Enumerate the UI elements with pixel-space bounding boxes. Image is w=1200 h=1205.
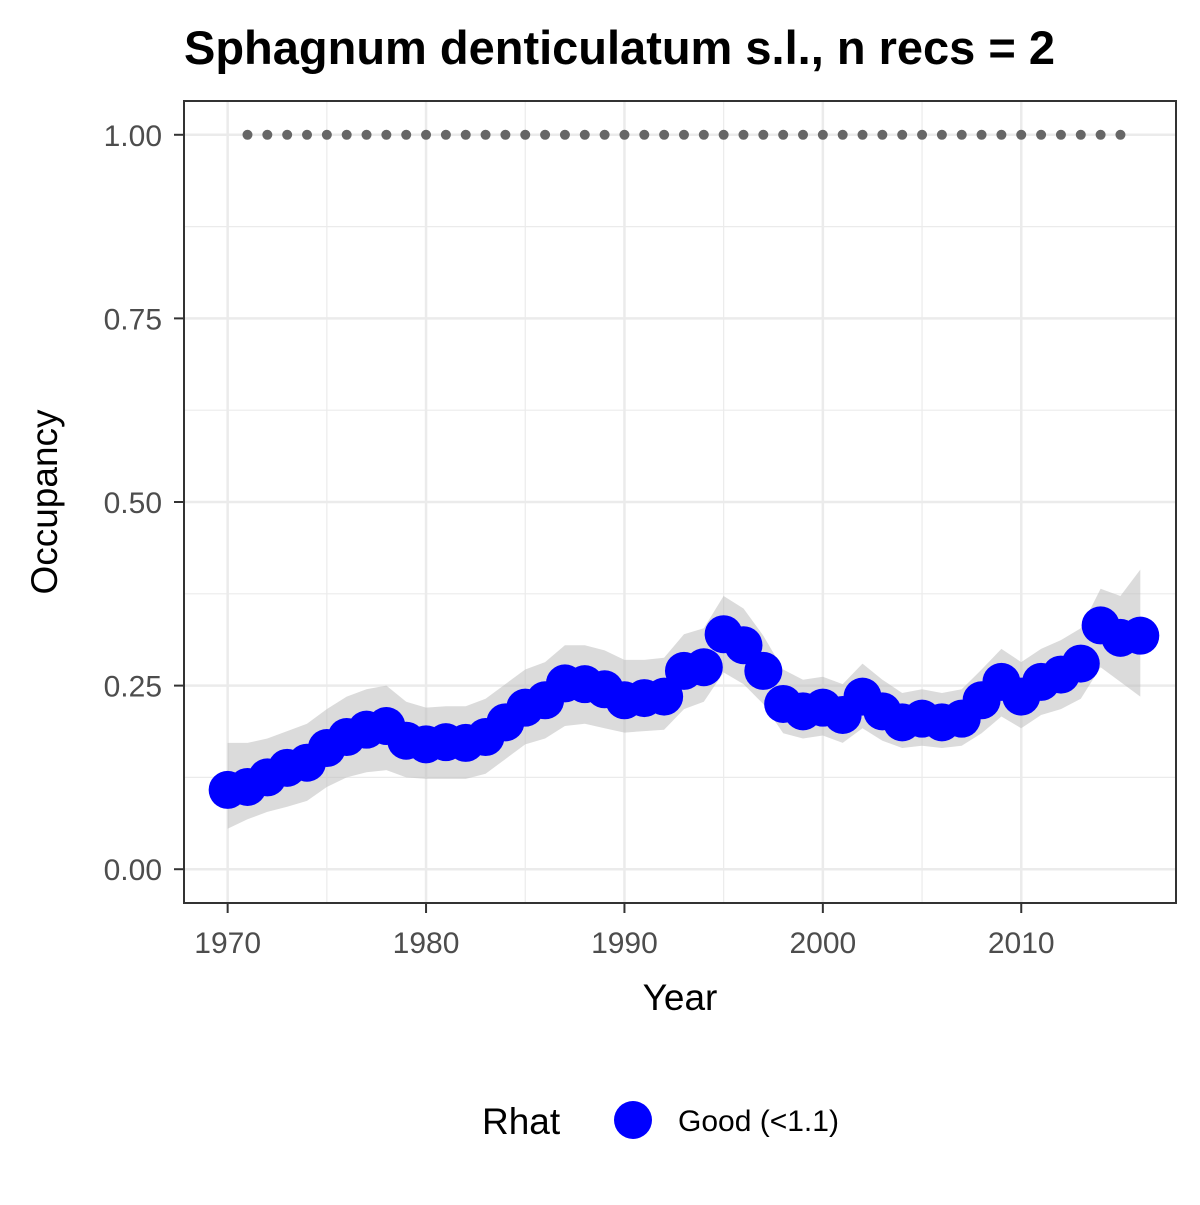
legend-title: Rhat bbox=[482, 1101, 561, 1142]
y-axis-title: Occupancy bbox=[24, 409, 65, 595]
x-tick-label: 1980 bbox=[393, 927, 460, 960]
legend-label-good: Good (<1.1) bbox=[678, 1105, 839, 1138]
record-point bbox=[956, 129, 967, 140]
record-point bbox=[440, 129, 451, 140]
occupancy-points bbox=[208, 606, 1160, 809]
record-point bbox=[837, 129, 848, 140]
record-point bbox=[758, 129, 769, 140]
record-point bbox=[361, 129, 372, 140]
record-point bbox=[639, 129, 650, 140]
record-point bbox=[1036, 129, 1047, 140]
record-point bbox=[976, 129, 987, 140]
record-point bbox=[401, 129, 412, 140]
x-axis-ticks: 1970 1980 1990 2000 2010 bbox=[194, 903, 1055, 960]
record-point bbox=[659, 129, 670, 140]
x-tick-label: 1970 bbox=[194, 927, 261, 960]
legend-key-good bbox=[614, 1101, 652, 1139]
credible-interval-ribbon bbox=[227, 569, 1141, 829]
occupancy-point bbox=[684, 648, 723, 687]
record-point bbox=[421, 129, 432, 140]
record-point bbox=[678, 129, 689, 140]
occupancy-point bbox=[744, 651, 783, 690]
record-point bbox=[1055, 129, 1066, 140]
x-tick-label: 2000 bbox=[789, 927, 856, 960]
y-axis-ticks: 0.00 0.25 0.50 0.75 1.00 bbox=[104, 120, 184, 887]
record-point bbox=[1095, 129, 1106, 140]
record-point bbox=[698, 129, 709, 140]
occupancy-point bbox=[645, 677, 684, 716]
record-point bbox=[857, 129, 868, 140]
y-tick-label: 0.75 bbox=[104, 303, 162, 336]
record-points bbox=[242, 129, 1126, 140]
record-point bbox=[321, 129, 332, 140]
record-point bbox=[579, 129, 590, 140]
record-point bbox=[996, 129, 1007, 140]
record-point bbox=[599, 129, 610, 140]
x-axis-title: Year bbox=[643, 977, 718, 1018]
record-point bbox=[540, 129, 551, 140]
record-point bbox=[1075, 129, 1086, 140]
y-tick-label: 0.00 bbox=[104, 854, 162, 887]
record-point bbox=[302, 129, 313, 140]
occupancy-point bbox=[1061, 644, 1100, 683]
record-point bbox=[262, 129, 273, 140]
y-tick-label: 1.00 bbox=[104, 120, 162, 153]
record-point bbox=[917, 129, 928, 140]
y-tick-label: 0.25 bbox=[104, 671, 162, 704]
record-point bbox=[480, 129, 491, 140]
record-point bbox=[500, 129, 511, 140]
y-tick-label: 0.50 bbox=[104, 487, 162, 520]
x-tick-label: 2010 bbox=[988, 927, 1055, 960]
record-point bbox=[242, 129, 253, 140]
legend: Rhat Good (<1.1) bbox=[482, 1101, 839, 1142]
record-point bbox=[1115, 129, 1126, 140]
record-point bbox=[341, 129, 352, 140]
record-point bbox=[282, 129, 293, 140]
x-tick-label: 1990 bbox=[591, 927, 658, 960]
record-point bbox=[738, 129, 749, 140]
occupancy-point bbox=[1121, 616, 1160, 655]
occupancy-point bbox=[724, 626, 763, 665]
record-point bbox=[520, 129, 531, 140]
record-point bbox=[897, 129, 908, 140]
record-point bbox=[619, 129, 630, 140]
chart-title: Sphagnum denticulatum s.l., n recs = 2 bbox=[184, 21, 1055, 74]
record-point bbox=[1016, 129, 1027, 140]
record-point bbox=[718, 129, 729, 140]
record-point bbox=[381, 129, 392, 140]
record-point bbox=[936, 129, 947, 140]
record-point bbox=[778, 129, 789, 140]
record-point bbox=[798, 129, 809, 140]
record-point bbox=[817, 129, 828, 140]
record-point bbox=[877, 129, 888, 140]
record-point bbox=[460, 129, 471, 140]
record-point bbox=[559, 129, 570, 140]
